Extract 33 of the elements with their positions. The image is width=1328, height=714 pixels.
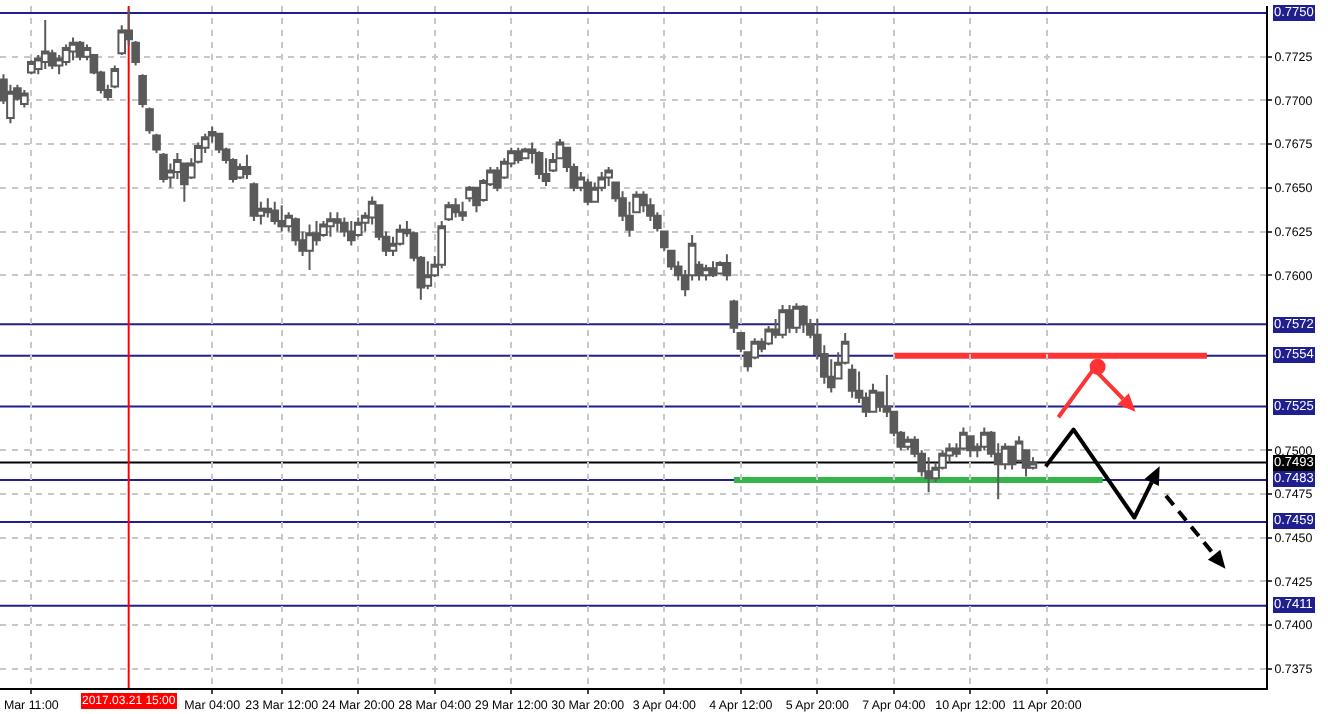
candlestick — [1028, 456, 1038, 471]
candlestick — [722, 253, 732, 282]
candlestick — [541, 157, 551, 188]
candlestick — [534, 150, 544, 181]
candlestick — [319, 220, 328, 238]
candlestick — [277, 204, 287, 233]
candlestick — [40, 18, 50, 70]
candlestick — [270, 200, 280, 226]
candlestick — [61, 43, 71, 67]
candlestick — [778, 304, 787, 340]
candlestick — [458, 200, 467, 223]
candlestick — [945, 442, 954, 464]
candlestick — [639, 190, 648, 214]
candlestick — [333, 211, 342, 233]
candlestick — [493, 165, 502, 193]
candlestick — [326, 211, 335, 238]
candlestick — [340, 216, 349, 238]
candlestick — [924, 456, 933, 494]
candlestick — [159, 151, 168, 184]
candlestick — [20, 88, 29, 109]
candlestick — [764, 325, 773, 347]
candlestick — [353, 216, 363, 238]
candlestick — [966, 435, 975, 459]
candlestick — [346, 220, 356, 247]
candlestick — [437, 220, 447, 270]
candlestick — [847, 363, 857, 399]
candlestick — [263, 197, 273, 219]
candlestick — [249, 181, 259, 223]
candlestick — [444, 200, 453, 223]
candlestick — [451, 197, 460, 219]
candlestick — [305, 223, 314, 272]
candlestick — [799, 304, 808, 335]
candlestick — [242, 153, 252, 181]
